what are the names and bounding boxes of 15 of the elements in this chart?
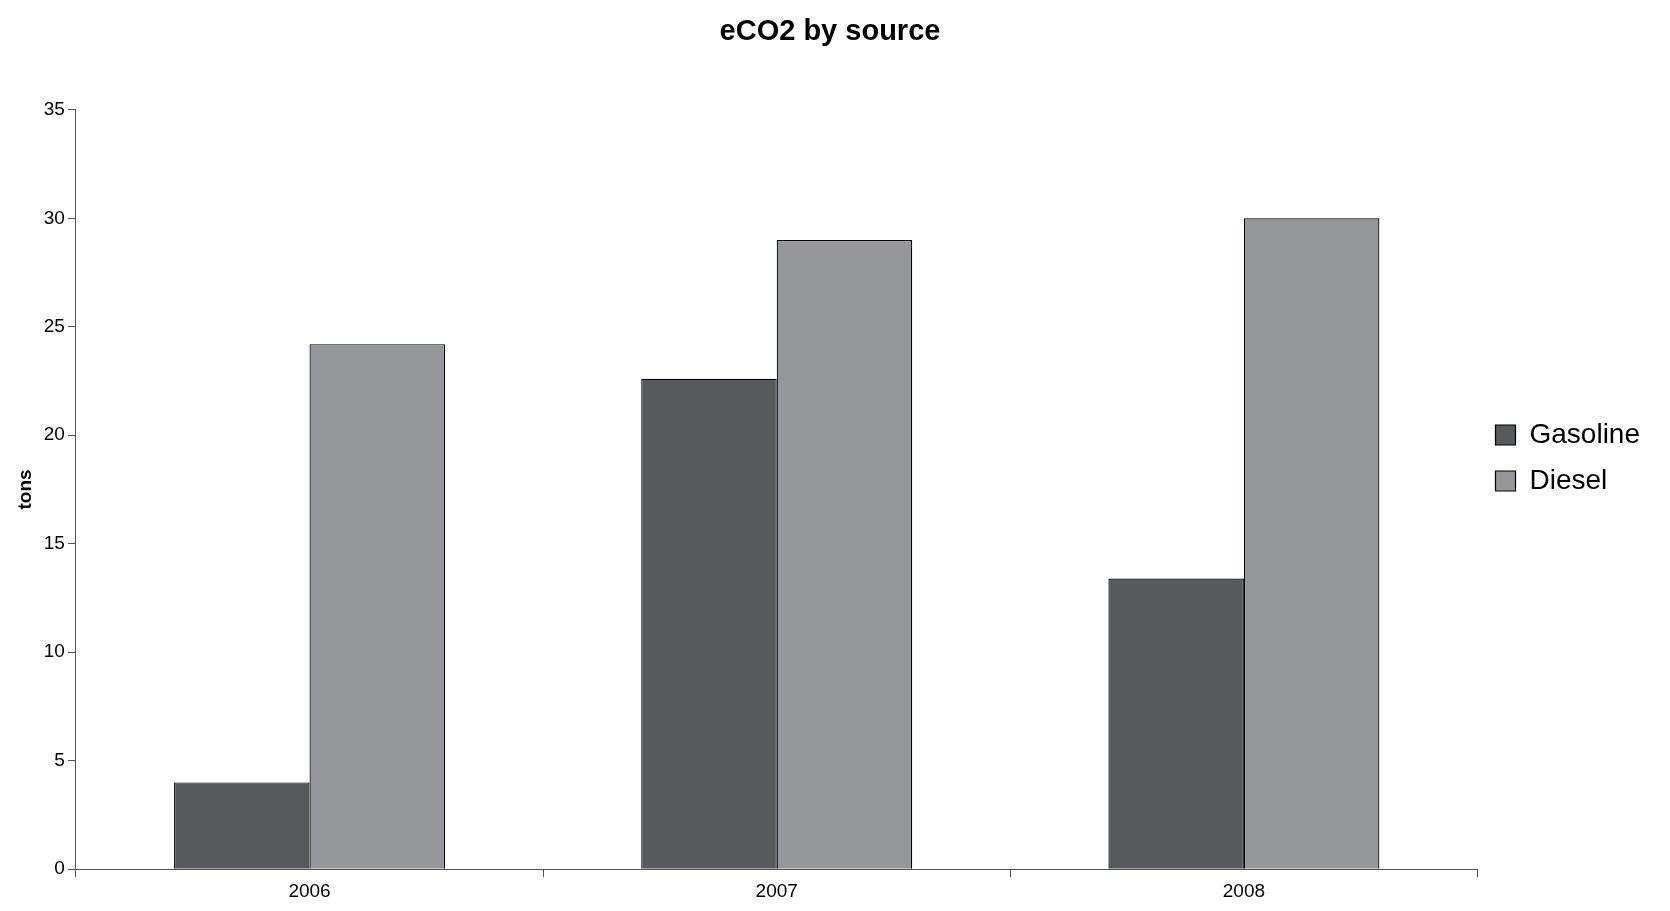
y-tick-label: 25 (43, 315, 65, 337)
y-tick-label: 10 (43, 640, 65, 662)
x-tick-label: 2007 (755, 879, 798, 901)
y-tick-label: 30 (43, 206, 65, 228)
y-axis-title: tons (13, 469, 35, 510)
chart-title: eCO2 by source (719, 14, 941, 47)
y-tick-label: 20 (43, 423, 65, 445)
legend-label: Diesel (1529, 463, 1608, 495)
y-tick-label: 5 (54, 748, 65, 770)
x-tick-label: 2006 (288, 879, 331, 901)
y-tick-label: 0 (54, 857, 65, 879)
y-tick-label: 35 (43, 98, 65, 120)
legend-label: Gasoline (1529, 417, 1641, 449)
x-tick-label: 2008 (1222, 879, 1266, 901)
y-tick-label: 15 (43, 531, 65, 553)
